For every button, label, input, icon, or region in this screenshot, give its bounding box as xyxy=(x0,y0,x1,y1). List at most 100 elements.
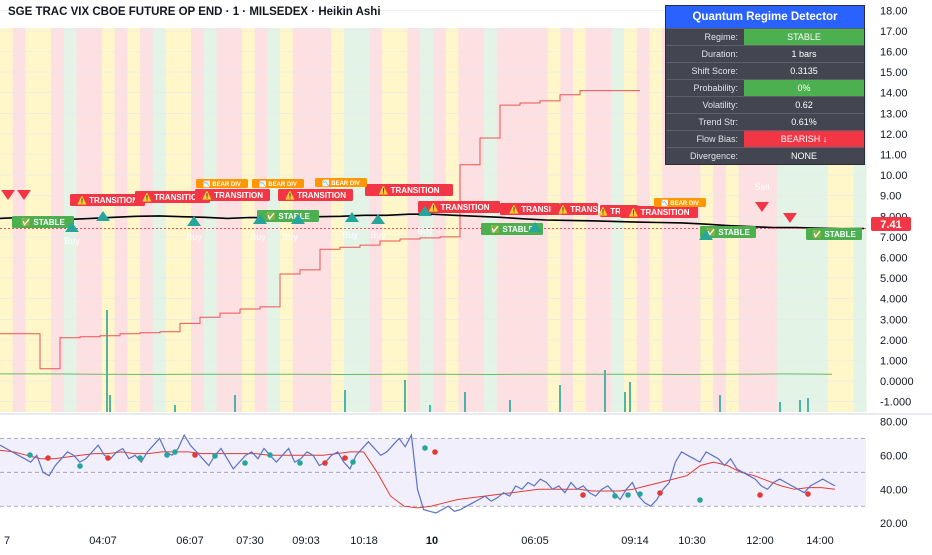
rsi-signal-dot xyxy=(432,449,438,455)
signal-tag-text: ⚠️ TRANSI xyxy=(558,204,600,214)
signal-tag xyxy=(252,179,304,188)
panel-row-key: Divergence: xyxy=(689,151,738,161)
buy-arrow-icon xyxy=(418,206,432,216)
rsi-tick-label: 20.00 xyxy=(880,518,908,530)
sell-arrow-icon xyxy=(783,213,797,223)
chart-title: SGE TRAC VIX CBOE FUTURE OP END · 1 · MI… xyxy=(8,6,381,18)
regime-band xyxy=(152,28,167,412)
panel-row: Regime: STABLE xyxy=(666,28,864,45)
signal-tag xyxy=(620,206,698,218)
rsi-signal-dot xyxy=(805,491,811,497)
panel-row-key: Volatility: xyxy=(702,100,738,110)
x-tick-label: 09:03 xyxy=(292,535,320,547)
signal-caption: Buy xyxy=(370,230,386,240)
signal-tag xyxy=(135,191,210,203)
panel-row: Duration: 1 bars xyxy=(666,45,864,62)
x-tick-label: 14:00 xyxy=(806,535,834,547)
rsi-tick-label: 40.00 xyxy=(880,484,908,496)
y-tick-label: 7.000 xyxy=(880,232,908,244)
regime-band xyxy=(522,28,536,412)
signal-tag-text: 📉 BEAR DIV xyxy=(322,179,360,187)
regime-band xyxy=(191,28,205,412)
panel-row-key: Trend Str: xyxy=(698,117,738,127)
rsi-signal-dot xyxy=(625,492,631,498)
signal-caption: Buy xyxy=(342,230,358,240)
rsi-signal-dot xyxy=(105,455,111,461)
regime-band xyxy=(89,28,103,412)
axes: -1.000 0.0000 1.000 2.000 3.000 4.000 5.000 6.0… xyxy=(4,5,914,547)
signal-caption: Buy xyxy=(282,232,298,242)
panel-row-value: BEARISH ↓ xyxy=(744,131,864,147)
rsi-signal-dot xyxy=(164,452,170,458)
rsi-signal-dot xyxy=(27,452,33,458)
signal-tag-text: ⚠️ TRANSITION xyxy=(378,185,439,195)
regime-band xyxy=(407,28,421,412)
panel-row: Probability: 0% xyxy=(666,79,864,96)
signal-tag-text: ⚠️ TRANSITION xyxy=(142,192,203,202)
price-line xyxy=(0,213,865,230)
signal-tag-text: ✅ STABLE xyxy=(266,211,310,221)
buy-arrow-icon xyxy=(96,211,110,221)
signal-tag xyxy=(196,179,248,188)
signal-tag-text: 📉 BEAR DIV xyxy=(203,180,241,188)
baseline-line xyxy=(0,373,833,376)
rsi-signal-dot xyxy=(580,492,586,498)
regime-band xyxy=(356,28,370,412)
y-tick-label: 14.00 xyxy=(880,88,908,100)
signal-tag-text: ✅ STABLE xyxy=(490,224,534,234)
panel-row: Flow Bias: BEARISH ↓ xyxy=(666,130,864,147)
rsi-signal-dot xyxy=(697,497,703,503)
x-tick-label: 06:05 xyxy=(521,535,549,547)
panel-row-key: Regime: xyxy=(704,32,738,42)
signal-tag xyxy=(70,194,145,206)
buy-arrow-icon xyxy=(65,222,79,232)
sell-arrow-icon xyxy=(17,190,31,200)
panel-row-value: 1 bars xyxy=(791,49,817,59)
regime-band xyxy=(0,28,14,412)
regime-band xyxy=(624,28,638,412)
signal-tag-text: 📉 BEAR DIV xyxy=(259,180,297,188)
signal-tag-text: ⚠️ TRANSITION xyxy=(628,207,689,217)
last-price-text: 7.41 xyxy=(880,219,901,231)
y-tick-label: 5.000 xyxy=(880,273,908,285)
signal-tag-text: ✅ STABLE xyxy=(706,227,750,237)
y-tick-label: 6.000 xyxy=(880,253,908,265)
y-tick-label: 12.00 xyxy=(880,129,908,141)
panel-row-value: STABLE xyxy=(744,29,864,45)
signal-tag-text: ⚠️ TRANSI xyxy=(509,204,551,214)
y-tick-label: 4.000 xyxy=(880,294,908,306)
regime-band xyxy=(636,28,651,412)
regime-band xyxy=(496,28,510,412)
grid xyxy=(0,10,932,530)
panel-title: Quantum Regime Detector xyxy=(666,6,864,28)
signal-tag xyxy=(418,201,500,213)
signal-tag xyxy=(365,184,453,196)
signal-caption: Sell xyxy=(754,182,769,192)
last-price-badge xyxy=(871,217,911,231)
buy-arrow-icon xyxy=(528,222,542,232)
regime-band xyxy=(203,28,218,412)
y-tick-label: 10.00 xyxy=(880,170,908,182)
buy-arrow-icon xyxy=(699,230,713,240)
sell-arrow-icon xyxy=(1,190,15,200)
regime-band xyxy=(445,28,459,412)
regime-band xyxy=(483,28,498,412)
y-tick-label: 3.000 xyxy=(880,314,908,326)
regime-band xyxy=(433,28,447,412)
regime-background xyxy=(0,28,867,412)
x-tick-label: 06:07 xyxy=(176,535,204,547)
panel-row-key: Shift Score: xyxy=(691,66,738,76)
signal-tag-text: ⚠️ TRANSITION xyxy=(428,202,489,212)
signal-tag-text: ⚠️ TRANSITION xyxy=(285,190,346,200)
signal-tag xyxy=(315,178,367,187)
buy-arrow-icon xyxy=(371,214,385,224)
regime-band xyxy=(471,28,485,412)
y-tick-label: 17.00 xyxy=(880,26,908,38)
signal-caption: Buy xyxy=(64,236,80,246)
panel-row-value: NONE xyxy=(790,151,817,161)
panel-row-value: 0% xyxy=(744,80,864,96)
buy-arrow-icon xyxy=(345,212,359,222)
rsi-signal-dot xyxy=(757,492,763,498)
